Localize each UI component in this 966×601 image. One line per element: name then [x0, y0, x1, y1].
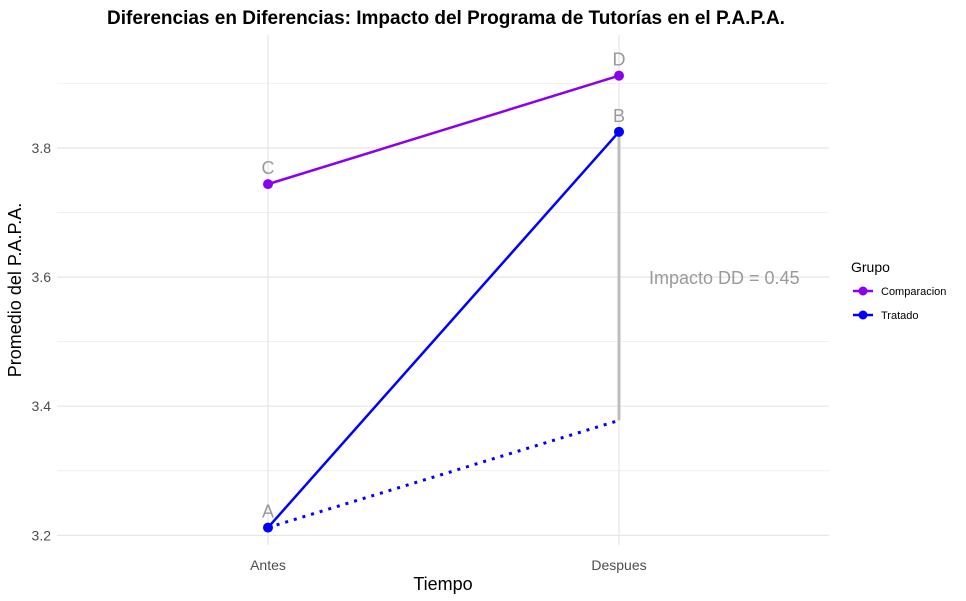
data-point-comparacion	[614, 70, 624, 81]
counterfactual-line	[267, 418, 620, 530]
data-point-tratado	[263, 522, 273, 533]
chart-title: Diferencias en Diferencias: Impacto del …	[107, 8, 785, 29]
x-tick-label: Antes	[250, 557, 286, 573]
data-point-comparacion	[263, 179, 273, 190]
impact-annotation: Impacto DD = 0.45	[649, 268, 800, 288]
legend-label: Comparacion	[881, 286, 946, 298]
legend-key-point	[858, 286, 868, 296]
grid	[57, 35, 829, 545]
point-label: B	[613, 106, 625, 126]
point-label: D	[613, 50, 626, 70]
y-tick-label: 3.8	[32, 140, 52, 156]
axis-ticks: 3.2 3.4 3.6 3.8 Antes Despues	[32, 140, 647, 573]
point-label: A	[262, 502, 274, 522]
legend: Grupo Comparacion Tratado	[851, 259, 946, 322]
series-line-comparacion	[267, 74, 620, 186]
data-point-tratado	[614, 126, 624, 137]
legend-key-point	[858, 310, 868, 320]
y-tick-label: 3.4	[32, 398, 52, 414]
x-axis-label: Tiempo	[413, 574, 472, 594]
legend-title: Grupo	[851, 259, 890, 275]
chart-marks: C D A B Impacto DD = 0.45	[262, 50, 800, 533]
legend-label: Tratado	[881, 310, 919, 322]
y-tick-label: 3.2	[32, 527, 52, 543]
y-axis-label: Promedio del P.A.P.A.	[5, 203, 25, 377]
y-tick-label: 3.6	[32, 269, 52, 285]
series-line-tratado	[267, 131, 620, 529]
x-tick-label: Despues	[591, 557, 646, 573]
point-label: C	[262, 158, 275, 178]
